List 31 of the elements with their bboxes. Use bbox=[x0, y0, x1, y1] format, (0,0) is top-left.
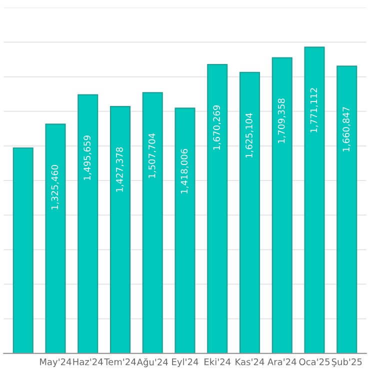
data-label: 1,660,847 bbox=[342, 107, 350, 152]
x-tick-label: Ara'24 bbox=[268, 358, 296, 366]
bar bbox=[336, 66, 358, 354]
x-tick-label: Eyl'24 bbox=[172, 358, 198, 367]
bar bbox=[207, 64, 228, 354]
data-label: 1,427,378 bbox=[116, 147, 124, 192]
bar bbox=[239, 72, 260, 354]
x-tick-label: Tem'24 bbox=[104, 358, 136, 366]
data-label: 1,771,112 bbox=[310, 88, 318, 132]
bar bbox=[174, 108, 196, 354]
x-tick-label: Oca'25 bbox=[299, 358, 330, 366]
x-tick-label: Ağu'24 bbox=[136, 358, 168, 368]
data-label: 1,670,269 bbox=[213, 105, 221, 150]
bar bbox=[142, 92, 163, 354]
x-tick-label: May'24 bbox=[40, 358, 72, 367]
bar bbox=[78, 94, 98, 354]
bar bbox=[45, 124, 66, 354]
x-tick-label: Haz'24 bbox=[73, 358, 103, 366]
bar bbox=[304, 46, 325, 354]
data-label: 1,418,006 bbox=[180, 148, 189, 194]
data-label: 1,625,104 bbox=[246, 113, 254, 158]
bar bbox=[272, 57, 292, 354]
x-tick-label: Kas'24 bbox=[236, 358, 264, 366]
data-label: 1,709,358 bbox=[278, 98, 286, 143]
x-tick-label: Eki'24 bbox=[204, 358, 231, 366]
data-label: 1,495,659 bbox=[84, 136, 92, 180]
x-tick-label: Şub'25 bbox=[332, 358, 362, 367]
bar bbox=[12, 147, 34, 354]
bar bbox=[110, 106, 131, 354]
data-label: 1,507,704 bbox=[148, 133, 156, 178]
data-label: 1,325,460 bbox=[51, 164, 60, 210]
